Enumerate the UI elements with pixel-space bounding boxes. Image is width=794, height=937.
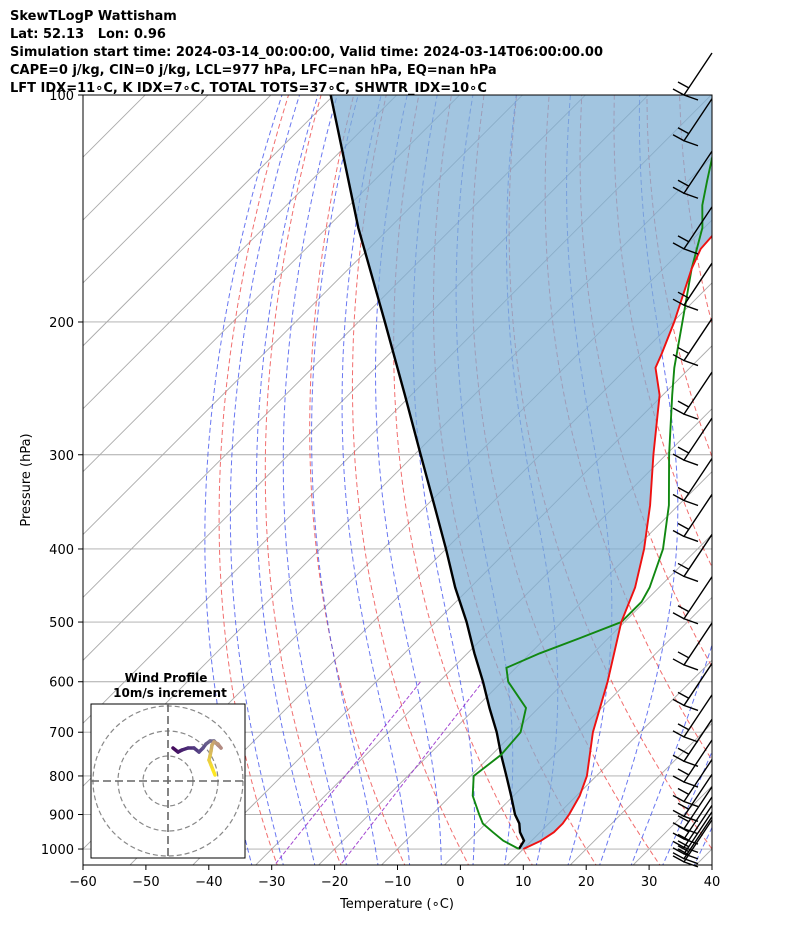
x-tick-label: 30 <box>641 875 658 890</box>
hodograph-trace <box>171 739 223 777</box>
wind-barb <box>672 150 713 199</box>
moist-adiabat <box>724 95 794 868</box>
wind-barbs <box>672 52 713 868</box>
moist-adiabat <box>375 95 442 865</box>
wind-barb <box>672 52 713 101</box>
wind-barb <box>672 694 713 743</box>
cape-line: CAPE=0 j/kg, CIN=0 j/kg, LCL=977 hPa, LF… <box>10 63 497 78</box>
y-tick-label: 1000 <box>41 843 74 858</box>
x-tick-label: −50 <box>132 875 159 890</box>
wind-barb <box>672 417 713 466</box>
wind-barb <box>672 786 713 835</box>
wind-barb <box>672 759 713 808</box>
moist-adiabat <box>630 643 712 865</box>
chart-title-block: SkewTLogP Wattisham Lat: 52.13 Lon: 0.96… <box>10 8 603 98</box>
dry-adiabat <box>264 95 342 865</box>
x-axis: −60 −50 −40 −30 −20 −10 0 10 20 30 40 <box>69 865 720 890</box>
dry-adiabat <box>745 95 794 868</box>
cin-area <box>330 95 712 849</box>
wind-barb <box>672 576 713 625</box>
y-tick-label: 400 <box>49 543 74 558</box>
wind-barb <box>672 534 713 583</box>
dry-adiabat <box>351 95 470 865</box>
dry-adiabat <box>309 95 406 865</box>
wind-barb <box>672 371 713 420</box>
dry-adiabat <box>646 95 712 459</box>
dry-adiabat <box>393 95 533 865</box>
mixing-ratio-line <box>339 681 484 865</box>
y-tick-label: 200 <box>49 316 74 331</box>
cin-fill <box>330 95 712 849</box>
wind-barb <box>672 804 713 854</box>
wind-barb <box>672 494 713 543</box>
hodograph-title: Wind Profile <box>125 671 208 685</box>
wind-barb <box>672 663 713 712</box>
time-line: Simulation start time: 2024-03-14_00:00:… <box>10 45 603 60</box>
isotherm-line <box>83 95 398 410</box>
moist-adiabat <box>204 95 283 865</box>
y-tick-label: 500 <box>49 616 74 631</box>
y-tick-label: 100 <box>49 89 74 104</box>
x-tick-label: 10 <box>515 875 532 890</box>
wind-barb <box>672 262 713 311</box>
y-tick-label: 800 <box>49 770 74 785</box>
hodograph-subtitle: 10m/s increment <box>113 686 227 700</box>
y-tick-label: 900 <box>49 809 74 824</box>
moist-adiabat <box>255 95 319 865</box>
profile-lines <box>329 95 712 850</box>
wind-barb <box>672 458 713 507</box>
wind-barb <box>672 811 713 860</box>
x-tick-label: −30 <box>258 875 285 890</box>
wind-barb <box>672 98 713 147</box>
y-tick-label: 300 <box>49 449 74 464</box>
moist-adiabat <box>341 95 411 865</box>
x-axis-label: Temperature (∘C) <box>339 897 454 912</box>
index-line: LFT IDX=11∘C, K IDX=7∘C, TOTAL TOTS=37∘C… <box>10 81 487 96</box>
wind-barb <box>672 318 713 367</box>
isotherm-line <box>83 95 272 284</box>
dry-adiabat <box>777 95 794 868</box>
wind-barb <box>672 739 713 788</box>
wind-barb <box>672 718 713 767</box>
mixing-ratio-line <box>273 681 421 865</box>
y-axis-label: Pressure (hPa) <box>19 433 34 526</box>
parcel-line <box>329 95 526 850</box>
hodograph-segment <box>211 768 217 777</box>
dry-adiabat <box>218 95 289 865</box>
wind-barb <box>672 206 713 255</box>
x-tick-label: −60 <box>69 875 96 890</box>
location-line: Lat: 52.13 Lon: 0.96 <box>10 27 166 42</box>
x-tick-label: 40 <box>704 875 721 890</box>
x-tick-label: 20 <box>578 875 595 890</box>
x-tick-label: 0 <box>456 875 464 890</box>
moist-adiabat <box>282 95 347 865</box>
dry-adiabat <box>711 95 712 102</box>
hodograph-inset: Wind Profile 10m/s increment <box>90 671 246 859</box>
y-axis: 1000 900 800 700 600 500 400 300 200 100 <box>41 89 83 858</box>
x-tick-label: −40 <box>195 875 222 890</box>
isotherm-line <box>506 659 712 865</box>
moist-adiabat <box>599 95 679 865</box>
chart-title: SkewTLogP Wattisham <box>10 9 177 24</box>
y-tick-label: 700 <box>49 726 74 741</box>
wind-barb <box>672 622 713 671</box>
x-tick-label: −10 <box>384 875 411 890</box>
moist-adiabat <box>229 95 300 865</box>
isotherm-line <box>83 95 461 473</box>
wind-barb <box>672 816 713 865</box>
wind-barb <box>672 773 713 822</box>
isotherm-line <box>756 88 794 868</box>
y-tick-label: 600 <box>49 676 74 691</box>
isotherm-line <box>317 470 712 865</box>
isotherm-line <box>83 95 335 347</box>
isotherm-line <box>569 722 712 865</box>
moist-adiabat <box>311 95 379 865</box>
isotherm-line <box>83 95 209 221</box>
x-tick-label: −20 <box>321 875 348 890</box>
temperature-line <box>522 234 712 850</box>
